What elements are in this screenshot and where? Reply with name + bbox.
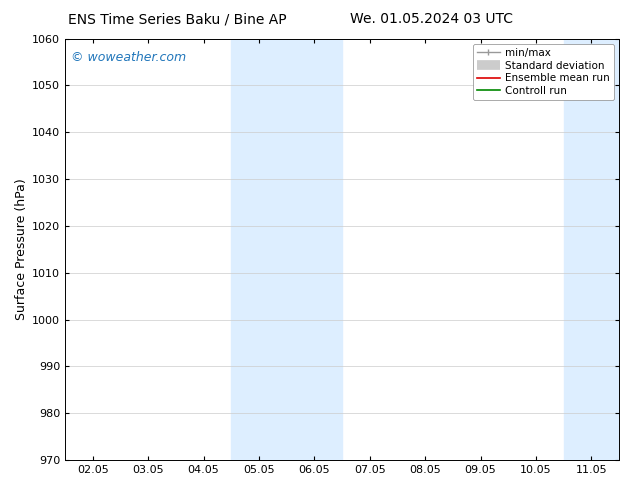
Y-axis label: Surface Pressure (hPa): Surface Pressure (hPa) (15, 178, 28, 320)
Text: ENS Time Series Baku / Bine AP: ENS Time Series Baku / Bine AP (68, 12, 287, 26)
Bar (231, 39, 342, 460)
Bar (564, 39, 619, 460)
Text: We. 01.05.2024 03 UTC: We. 01.05.2024 03 UTC (349, 12, 513, 26)
Legend: min/max, Standard deviation, Ensemble mean run, Controll run: min/max, Standard deviation, Ensemble me… (472, 44, 614, 100)
Text: © woweather.com: © woweather.com (71, 51, 186, 64)
